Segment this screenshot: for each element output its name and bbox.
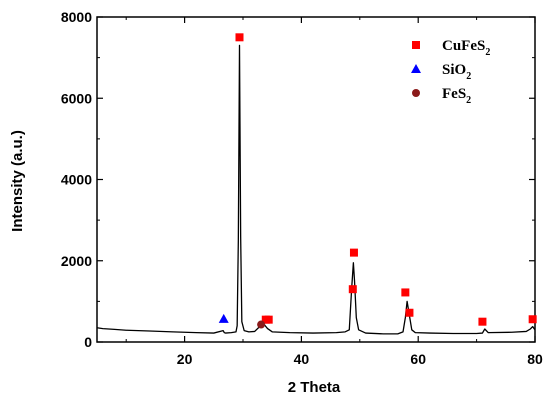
cufes2-marker: [528, 315, 537, 324]
cufes2-marker: [349, 248, 358, 257]
cufes2-marker: [405, 308, 414, 317]
plot-frame: [96, 16, 536, 343]
cufes2-marker: [264, 315, 273, 324]
cufes2-marker: [348, 285, 357, 294]
x-tick-label: 40: [294, 351, 310, 367]
legend-sio2-label-sub: 2: [466, 71, 471, 82]
plot-area-border: [96, 16, 536, 343]
legend-sio2-label: SiO2: [442, 62, 471, 82]
legend-cufes2-label-main: CuFeS: [442, 38, 485, 54]
xrd-pattern-line: [96, 44, 536, 335]
cufes2-marker: [401, 288, 410, 297]
x-tick-label: 80: [527, 351, 543, 367]
y-tick-label: 0: [84, 334, 92, 350]
cufes2-marker: [478, 317, 487, 326]
y-tick-label: 4000: [61, 172, 92, 188]
legend-fes2-label-sub: 2: [466, 95, 471, 106]
legend-fes2-label-main: FeS: [442, 86, 466, 102]
legend-cufes2-label: CuFeS2: [442, 38, 490, 58]
x-tick-label: 20: [177, 351, 193, 367]
legend-cufes2-symbol: [412, 41, 420, 49]
legend-sio2-symbol: [411, 64, 421, 73]
y-tick-label: 6000: [61, 90, 92, 106]
sio2-marker: [218, 313, 229, 323]
y-tick-label: 8000: [61, 9, 92, 25]
y-tick-label: 2000: [61, 253, 92, 269]
legend-sio2-label-main: SiO: [442, 62, 466, 78]
marker-layer: [218, 33, 537, 329]
x-axis-title: 2 Theta: [288, 379, 341, 396]
legend-fes2-symbol: [412, 89, 420, 97]
axis-layer: 20 40 60 80 0 2000 4000 6000 8000: [61, 9, 543, 367]
legend-fes2-label: FeS2: [442, 86, 471, 106]
cufes2-marker: [235, 33, 244, 42]
series-layer: [96, 44, 536, 335]
y-axis-title: Intensity (a.u.): [9, 130, 26, 232]
legend-cufes2-label-sub: 2: [485, 47, 490, 58]
x-tick-label: 60: [410, 351, 426, 367]
fes2-marker: [257, 320, 266, 329]
